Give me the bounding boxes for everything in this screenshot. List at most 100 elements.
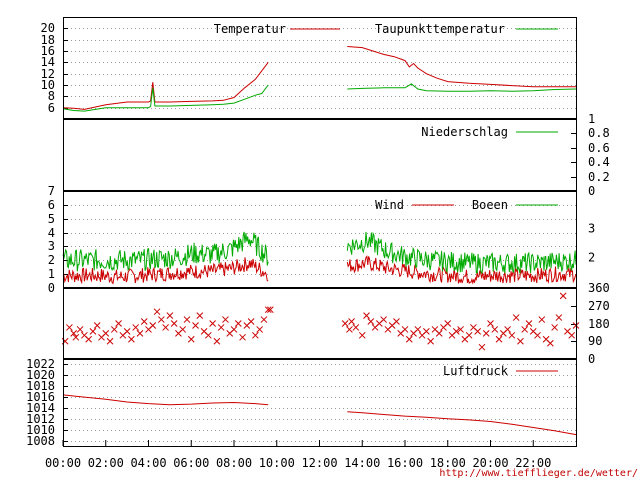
y2-tick-label: 2	[588, 251, 595, 265]
direction-point	[504, 326, 511, 333]
direction-point	[521, 326, 529, 333]
y-tick-label: 7	[48, 184, 55, 198]
y-tick-label: 1020	[26, 368, 55, 382]
direction-point	[482, 330, 490, 337]
direction-point	[465, 331, 473, 339]
direction-point	[358, 331, 366, 339]
y-tick-label: 360	[588, 281, 610, 295]
direction-point	[106, 337, 114, 345]
direction-point	[260, 316, 268, 323]
legend-label: Temperatur	[214, 22, 286, 36]
direction-point	[478, 343, 486, 351]
y-tick-label: 12	[41, 67, 55, 81]
direction-point	[239, 333, 246, 341]
direction-point	[209, 320, 216, 327]
panel-wind_direction: 0 90 180 270 360	[61, 281, 610, 366]
direction-point	[264, 306, 272, 314]
y-tick-label: 1018	[26, 379, 55, 393]
direction-point	[363, 312, 370, 319]
panel-frame	[63, 288, 577, 360]
direction-point	[132, 324, 140, 331]
direction-point	[140, 318, 148, 325]
direction-point	[179, 326, 187, 333]
direction-point	[76, 326, 84, 333]
direction-point	[517, 337, 524, 345]
direction-point	[252, 331, 259, 339]
direction-point	[89, 328, 97, 335]
direction-point	[70, 330, 78, 337]
direction-point	[234, 320, 242, 327]
series-line-boeen	[346, 231, 577, 275]
direction-point	[157, 316, 165, 323]
y-tick-label: 180	[588, 317, 610, 331]
y-tick-label: 5	[48, 212, 55, 226]
series-line-temperatur	[347, 46, 576, 88]
direction-point	[72, 333, 80, 341]
series-line-wind	[62, 257, 269, 285]
direction-point	[568, 331, 576, 339]
y-tick-label: 0	[588, 184, 595, 198]
direction-point	[352, 324, 360, 331]
y-tick-label: 90	[588, 334, 602, 348]
direction-point	[192, 322, 199, 329]
direction-point	[444, 320, 452, 327]
direction-point	[136, 330, 144, 337]
y-tick-label: 270	[588, 299, 610, 313]
direction-point	[491, 326, 499, 333]
direction-point	[380, 316, 387, 323]
direction-point	[393, 318, 400, 325]
y-tick-label: 1022	[26, 357, 55, 371]
y-tick-label: 1	[588, 112, 595, 126]
legend-label: Taupunkttemperatur	[375, 22, 505, 36]
direction-point	[401, 326, 409, 333]
direction-point	[187, 335, 195, 343]
y-tick-label: 0	[588, 352, 595, 366]
y-tick-label: 0.4	[588, 155, 610, 169]
y-tick-label: 1014	[26, 401, 55, 415]
direction-point	[405, 335, 413, 343]
y-tick-label: 0.2	[588, 170, 610, 184]
direction-point	[85, 335, 93, 343]
y-tick-label: 0.8	[588, 126, 610, 140]
direction-point	[166, 312, 174, 319]
series-line-taupunkttemperatur	[62, 84, 269, 112]
direction-point	[102, 330, 110, 337]
direction-point	[341, 320, 349, 327]
direction-point	[196, 312, 204, 319]
source-url: http://www.tiefflieger.de/wetter/	[439, 468, 638, 479]
y-tick-label: 3	[48, 239, 55, 253]
legend-label: Wind	[375, 198, 404, 212]
y-tick-label: 1010	[26, 423, 55, 437]
legend-label: Niederschlag	[421, 125, 508, 139]
direction-point	[367, 318, 375, 325]
y-tick-label: 16	[41, 44, 55, 58]
y-tick-label: 6	[48, 101, 55, 115]
direction-point	[427, 337, 435, 345]
y-tick-label: 1012	[26, 412, 55, 426]
legend-label: Luftdruck	[443, 364, 509, 378]
x-tick-label: 20:00	[472, 456, 508, 470]
direction-point	[266, 306, 274, 314]
direction-point	[538, 316, 546, 323]
direction-point	[204, 331, 212, 339]
series-line-luftdruck	[62, 394, 269, 406]
direction-point	[512, 314, 520, 321]
x-tick-label: 02:00	[88, 456, 124, 470]
direction-point	[487, 320, 494, 327]
direction-point	[474, 328, 482, 335]
y-tick-label: 0	[48, 281, 55, 295]
direction-point	[546, 339, 554, 347]
x-tick-label: 12:00	[301, 456, 337, 470]
direction-point	[551, 324, 558, 331]
direction-point	[123, 328, 131, 335]
direction-point	[217, 324, 225, 331]
direction-point	[495, 335, 503, 343]
x-tick-label: 00:00	[45, 456, 81, 470]
direction-point	[183, 316, 191, 323]
direction-point	[222, 316, 229, 323]
y2-tick-label: 3	[588, 221, 595, 235]
y-tick-label: 1	[48, 267, 55, 281]
